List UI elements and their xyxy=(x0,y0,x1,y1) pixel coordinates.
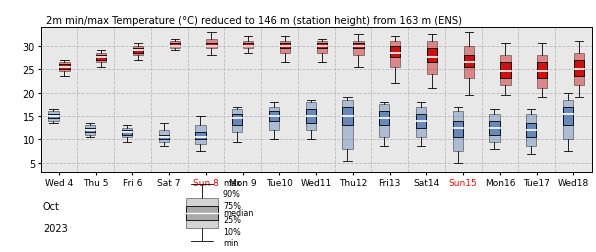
Bar xyxy=(133,46,143,56)
Bar xyxy=(526,114,536,147)
Bar xyxy=(379,105,389,138)
Bar xyxy=(159,131,169,142)
Bar xyxy=(206,44,216,46)
Text: 10%: 10% xyxy=(223,228,241,236)
Text: max: max xyxy=(223,178,241,187)
Bar xyxy=(133,49,143,53)
Bar xyxy=(464,56,474,68)
Bar xyxy=(48,112,58,121)
Bar xyxy=(452,121,463,138)
Bar xyxy=(269,107,279,131)
Bar xyxy=(489,121,499,135)
Bar xyxy=(353,44,364,49)
Bar xyxy=(353,42,364,56)
Bar xyxy=(342,100,353,149)
Bar xyxy=(416,114,426,128)
Bar xyxy=(537,63,547,79)
Bar xyxy=(159,135,169,140)
Bar xyxy=(186,198,218,228)
Bar xyxy=(59,63,70,72)
Text: 75%: 75% xyxy=(223,202,241,211)
Bar xyxy=(122,131,132,135)
Bar xyxy=(379,112,389,126)
Bar xyxy=(427,49,437,63)
Bar xyxy=(169,44,180,46)
Bar xyxy=(243,42,253,49)
Bar xyxy=(489,114,499,142)
Bar xyxy=(306,110,316,123)
Bar xyxy=(232,110,243,133)
Bar xyxy=(206,39,216,49)
Bar xyxy=(243,44,253,46)
Bar xyxy=(186,206,218,220)
Text: 90%: 90% xyxy=(223,190,241,198)
Bar xyxy=(500,56,511,86)
Bar xyxy=(416,107,426,138)
Bar xyxy=(316,42,327,53)
Bar xyxy=(48,114,58,119)
Bar xyxy=(195,126,206,145)
Bar xyxy=(390,46,401,58)
Text: median: median xyxy=(223,208,253,217)
Bar xyxy=(280,44,290,49)
Bar xyxy=(96,53,106,63)
Bar xyxy=(537,56,547,88)
Bar xyxy=(169,42,180,49)
Bar xyxy=(85,126,95,135)
Bar xyxy=(563,107,573,126)
Bar xyxy=(59,65,70,70)
Text: 25%: 25% xyxy=(223,215,241,224)
Text: 2m min/max Temperature (°C) reduced to 146 m (station height) from 163 m (ENS): 2m min/max Temperature (°C) reduced to 1… xyxy=(46,16,462,25)
Bar xyxy=(500,63,511,79)
Bar xyxy=(390,42,401,68)
Bar xyxy=(280,42,290,53)
Bar xyxy=(574,53,584,86)
Bar xyxy=(452,112,463,152)
Bar xyxy=(342,107,353,126)
Bar xyxy=(96,56,106,60)
Text: Oct: Oct xyxy=(43,202,60,212)
Bar xyxy=(563,100,573,140)
Bar xyxy=(526,123,536,138)
Bar xyxy=(85,128,95,133)
Text: 2023: 2023 xyxy=(43,223,68,233)
Bar xyxy=(316,44,327,49)
Bar xyxy=(574,60,584,77)
Bar xyxy=(269,112,279,121)
Bar xyxy=(232,114,243,126)
Bar xyxy=(427,42,437,74)
Bar xyxy=(122,128,132,138)
Bar xyxy=(306,103,316,131)
Bar xyxy=(464,46,474,79)
Bar xyxy=(195,133,206,140)
Text: min: min xyxy=(223,238,238,247)
